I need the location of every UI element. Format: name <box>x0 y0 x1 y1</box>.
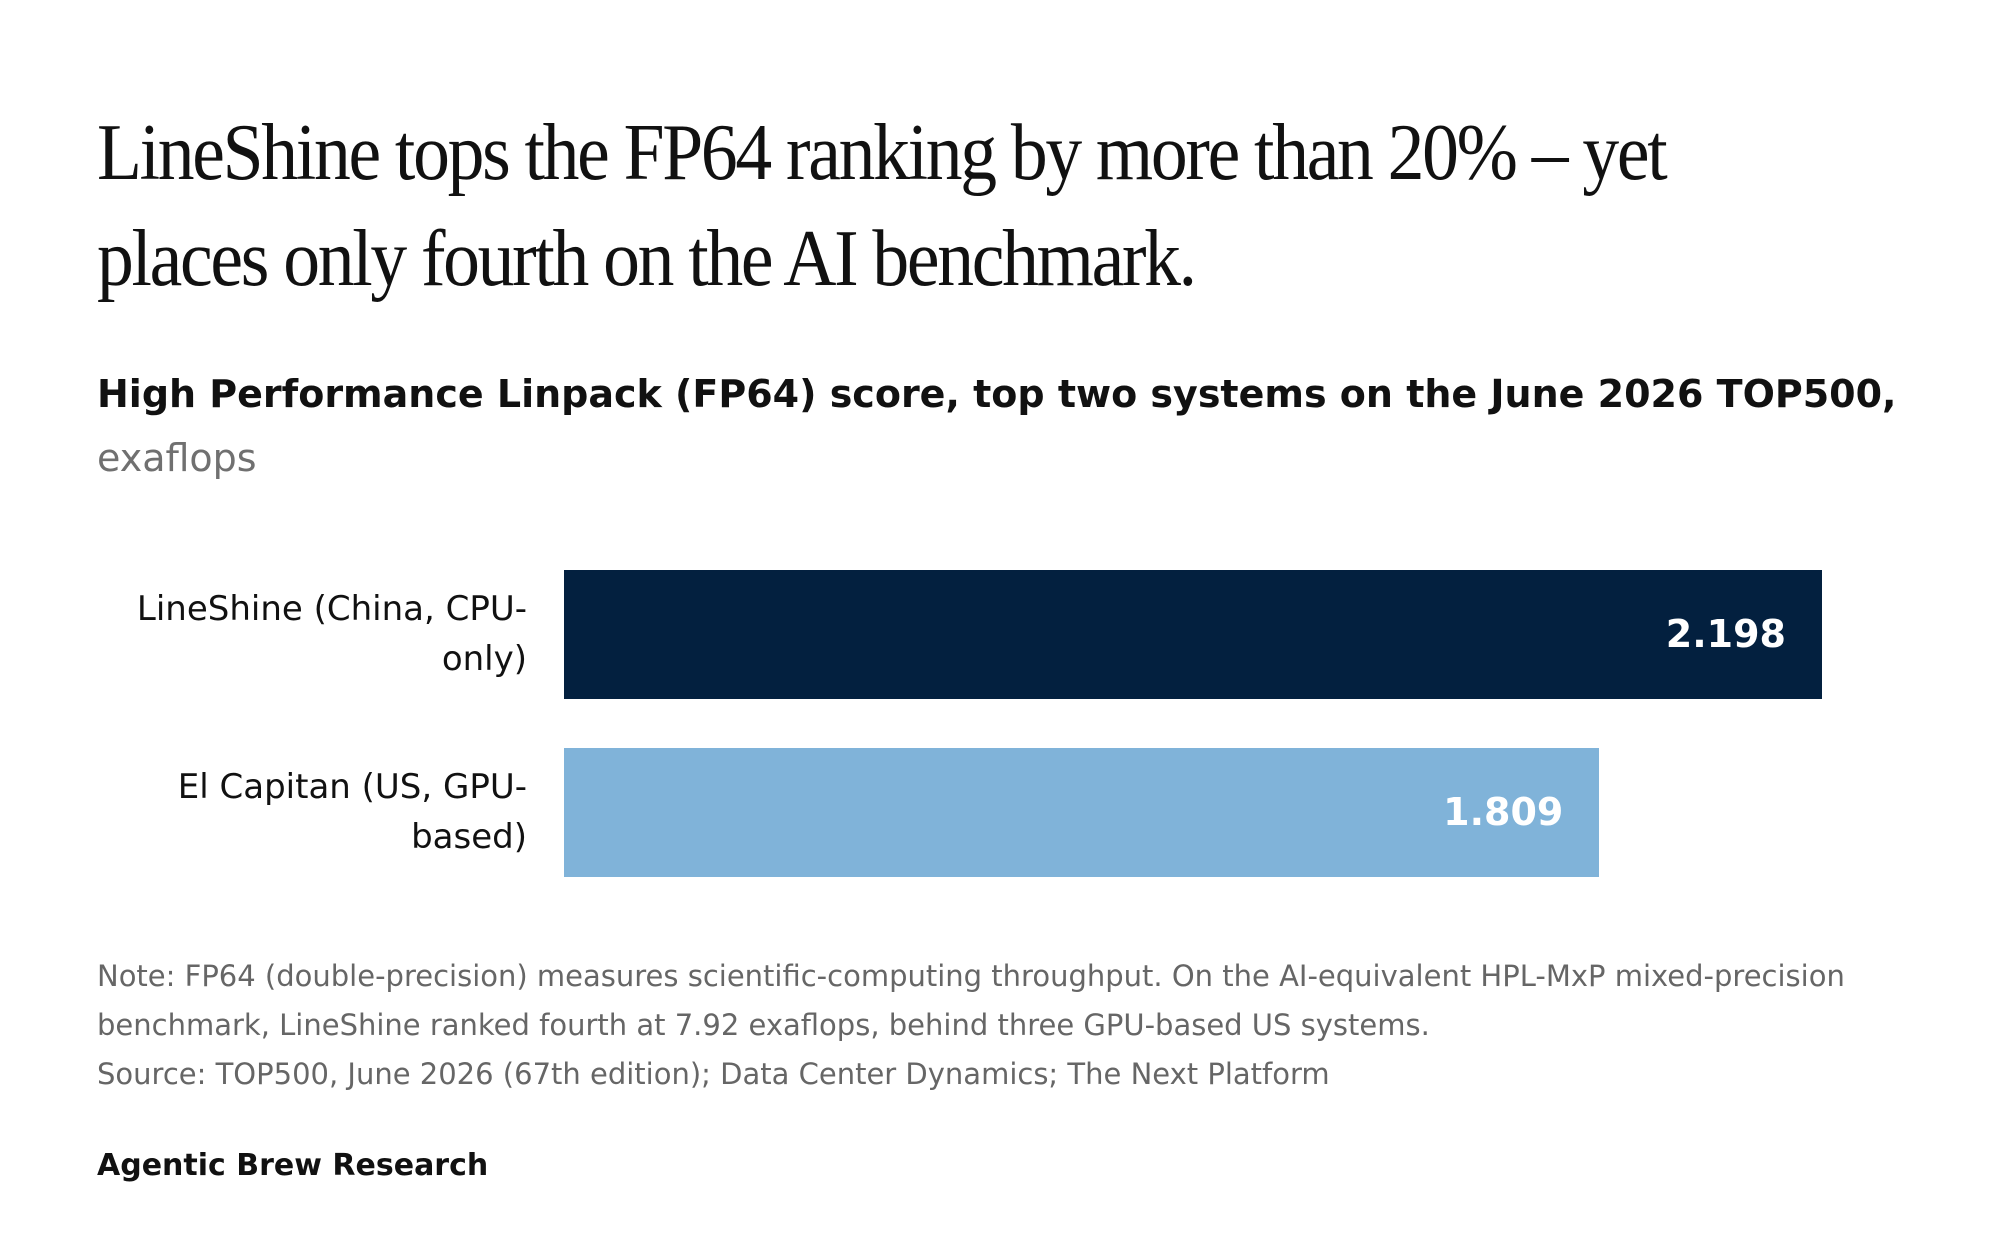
category-label: LineShine (China, CPU-only) <box>136 589 527 679</box>
bar: 2.198 <box>564 570 1822 699</box>
unit: exaflops <box>97 436 257 480</box>
subtitle-block: High Performance Linpack (FP64) score, t… <box>97 362 1927 490</box>
value-label: 1.809 <box>1443 790 1564 834</box>
category-label: El Capitan (US, GPU-based) <box>177 767 527 857</box>
credit: Agentic Brew Research <box>97 1148 489 1183</box>
bar-row: LineShine (China, CPU-only) 2.198 <box>97 570 1897 699</box>
chart-title: LineShine tops the FP64 ranking by more … <box>97 109 1668 303</box>
note: Note: FP64 (double-precision) measures s… <box>97 959 1845 1042</box>
value-label: 2.198 <box>1665 612 1786 656</box>
bar-row: El Capitan (US, GPU-based) 1.809 <box>97 748 1897 877</box>
source: Source: TOP500, June 2026 (67th edition)… <box>97 1057 1330 1091</box>
bar: 1.809 <box>564 748 1600 877</box>
chart-subtitle: High Performance Linpack (FP64) score, t… <box>97 372 1897 416</box>
